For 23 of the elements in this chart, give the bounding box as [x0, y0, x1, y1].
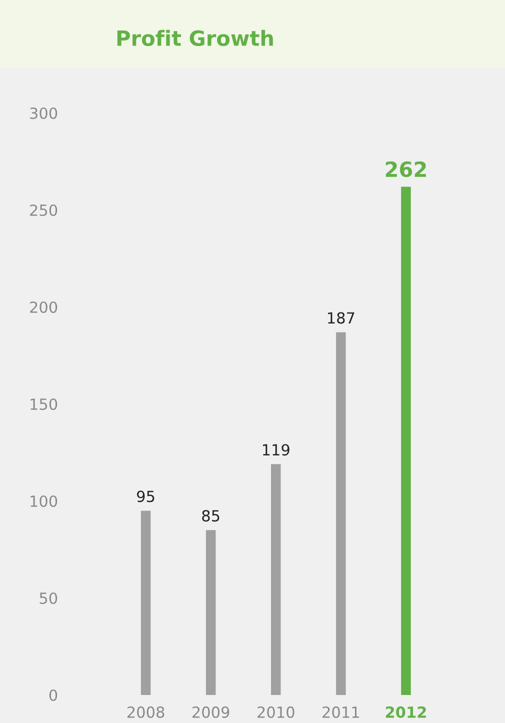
y-tick-label: 50 — [40, 592, 58, 604]
data-label: 95 — [137, 490, 154, 502]
y-tick-label: 200 — [30, 301, 58, 314]
bar — [336, 332, 346, 695]
x-tick-label: 2011 — [322, 706, 359, 718]
bar — [401, 186, 411, 695]
chart-title: Profit Growth — [117, 30, 273, 46]
y-tick-label: 150 — [30, 398, 58, 410]
data-label: 187 — [328, 312, 354, 324]
y-tick-label: 100 — [30, 495, 58, 508]
x-tick-label: 2009 — [192, 706, 230, 718]
x-tick-label: 2012 — [386, 706, 426, 718]
y-tick-label: 0 — [49, 689, 58, 702]
y-tick-label: 300 — [30, 107, 58, 120]
y-tick-label: 250 — [30, 204, 58, 216]
x-tick-label: 2010 — [258, 706, 294, 718]
bar — [270, 464, 281, 695]
x-tick-label: 2008 — [127, 706, 164, 718]
bar — [206, 530, 216, 695]
bar — [140, 510, 151, 695]
data-label: 85 — [202, 510, 220, 522]
data-label: 262 — [386, 161, 426, 178]
data-label: 119 — [262, 444, 290, 456]
